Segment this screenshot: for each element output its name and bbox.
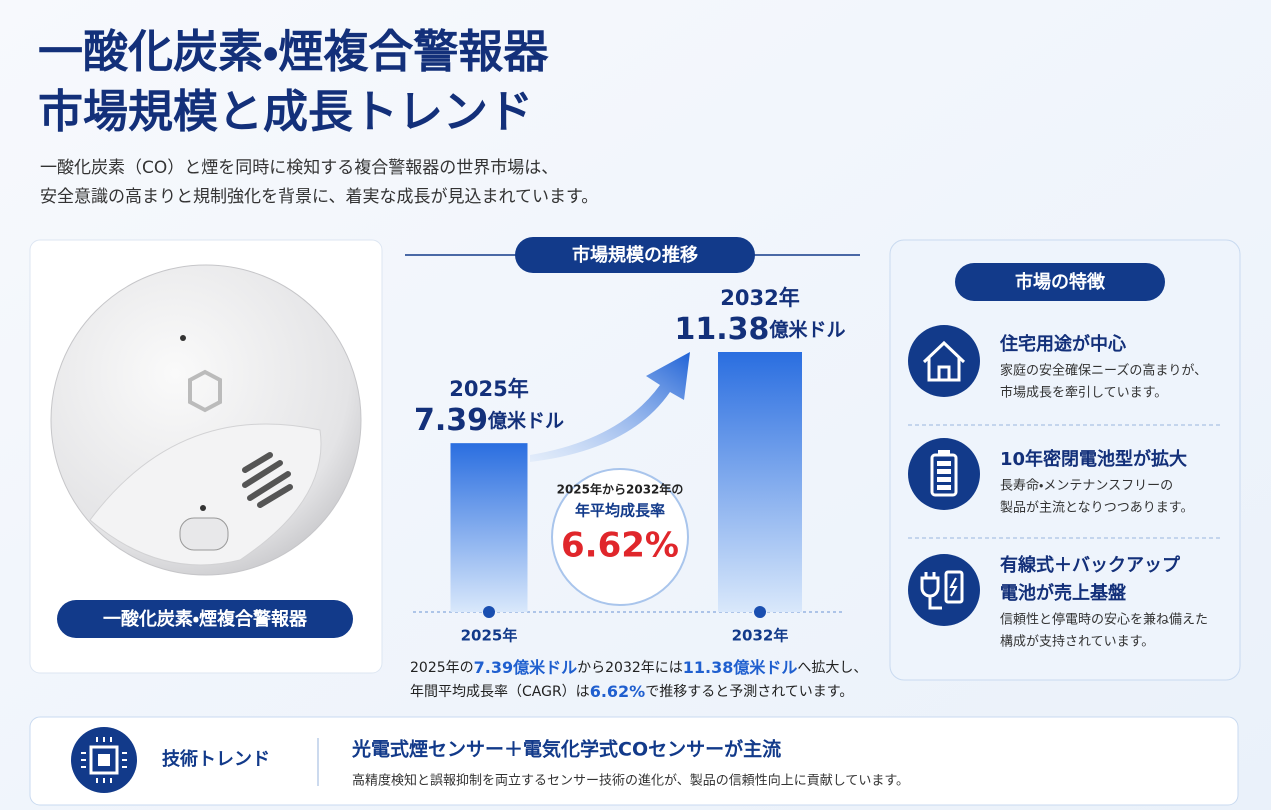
- summary-text: へ拡大し、: [797, 660, 867, 676]
- summary-text: 2025年の: [410, 660, 474, 676]
- bar-dot: [483, 606, 495, 618]
- cagr-label: 年平均成長率: [575, 502, 665, 520]
- trend-label: 技術トレンド: [162, 748, 270, 770]
- summary-highlight: 7.39億米ドル: [474, 658, 577, 677]
- summary-text: で推移すると予測されています。: [645, 684, 853, 700]
- feature-desc: 信頼性と停電時の安心を兼ね備えた: [1000, 612, 1208, 628]
- title-line: 一酸化炭素・煙複合警報器: [38, 25, 549, 78]
- icon-plug: [908, 554, 980, 626]
- heading-pill: [955, 263, 1165, 301]
- summary-highlight: 6.62%: [590, 682, 646, 701]
- feature-title: 電池が売上基盤: [1000, 582, 1127, 604]
- axis-label: 2025年: [461, 627, 518, 645]
- product-pill: [57, 600, 353, 638]
- summary-text: から2032年には: [577, 660, 683, 676]
- trend-desc: 高精度検知と誤報抑制を両立するセンサー技術の進化が、製品の信頼性向上に貢献してい…: [352, 773, 909, 789]
- icon-chip: [71, 727, 137, 793]
- subtitle-line: 一酸化炭素（CO）と煙を同時に検知する複合警報器の世界市場は、: [40, 158, 558, 178]
- trend-title: 光電式煙センサー＋電気化学式COセンサーが主流: [351, 738, 781, 761]
- market-heading: 市場規模の推移: [572, 244, 698, 266]
- summary-line: 年間平均成長率（CAGR）は6.62%で推移すると予測されています。: [410, 682, 853, 701]
- feature-title: 10年密閉電池型が拡大: [1000, 448, 1187, 470]
- title-line: 市場規模と成長トレンド: [38, 85, 533, 138]
- bar-unit: 億米ドル: [768, 318, 845, 341]
- feature-desc: 市場成長を牽引しています。: [1000, 386, 1167, 401]
- cagr-value: 6.62%: [561, 526, 679, 566]
- feature-desc: 家庭の安全確保ニーズの高まりが、: [1000, 363, 1207, 379]
- bar-value-label: 11.38億米ドル: [675, 312, 846, 347]
- axis-label: 2032年: [732, 627, 789, 645]
- feature-title: 住宅用途が中心: [999, 333, 1126, 355]
- bar-dot: [754, 606, 766, 618]
- summary-line: 2025年の7.39億米ドルから2032年には11.38億米ドルへ拡大し、: [410, 658, 867, 677]
- bar-year: 2025年: [449, 377, 528, 401]
- bar-value: 7.39: [414, 403, 488, 438]
- heading-pill: [515, 237, 755, 273]
- features-heading: 市場の特徴: [1015, 271, 1106, 293]
- icon-battery: [908, 438, 980, 510]
- summary-text: 年間平均成長率（CAGR）は: [410, 684, 590, 700]
- icon-house: [908, 325, 980, 397]
- growth-arrow: [530, 352, 690, 462]
- bar-unit: 億米ドル: [487, 409, 564, 432]
- bar: [718, 352, 802, 612]
- detector-image: [50, 264, 362, 576]
- feature-desc: 製品が主流となりつつあります。: [1000, 501, 1193, 516]
- feature-title: 有線式＋バックアップ: [1000, 554, 1181, 576]
- feature-desc: 構成が支持されています。: [1000, 635, 1154, 650]
- subtitle-line: 安全意識の高まりと規制強化を背景に、着実な成長が見込まれています。: [40, 187, 598, 207]
- summary-highlight: 11.38億米ドル: [683, 658, 798, 677]
- product-label: 一酸化炭素・煙複合警報器: [103, 608, 308, 630]
- bar-value-label: 7.39億米ドル: [414, 403, 564, 438]
- bar: [450, 443, 528, 612]
- bar-value: 11.38: [675, 312, 770, 347]
- bar-year: 2032年: [720, 286, 799, 310]
- cagr-circle: [551, 468, 689, 606]
- trend-banner: [29, 716, 1239, 806]
- feature-desc: 長寿命・メンテナンスフリーの: [1000, 479, 1173, 494]
- cagr-period: 2025年から2032年の: [557, 482, 684, 497]
